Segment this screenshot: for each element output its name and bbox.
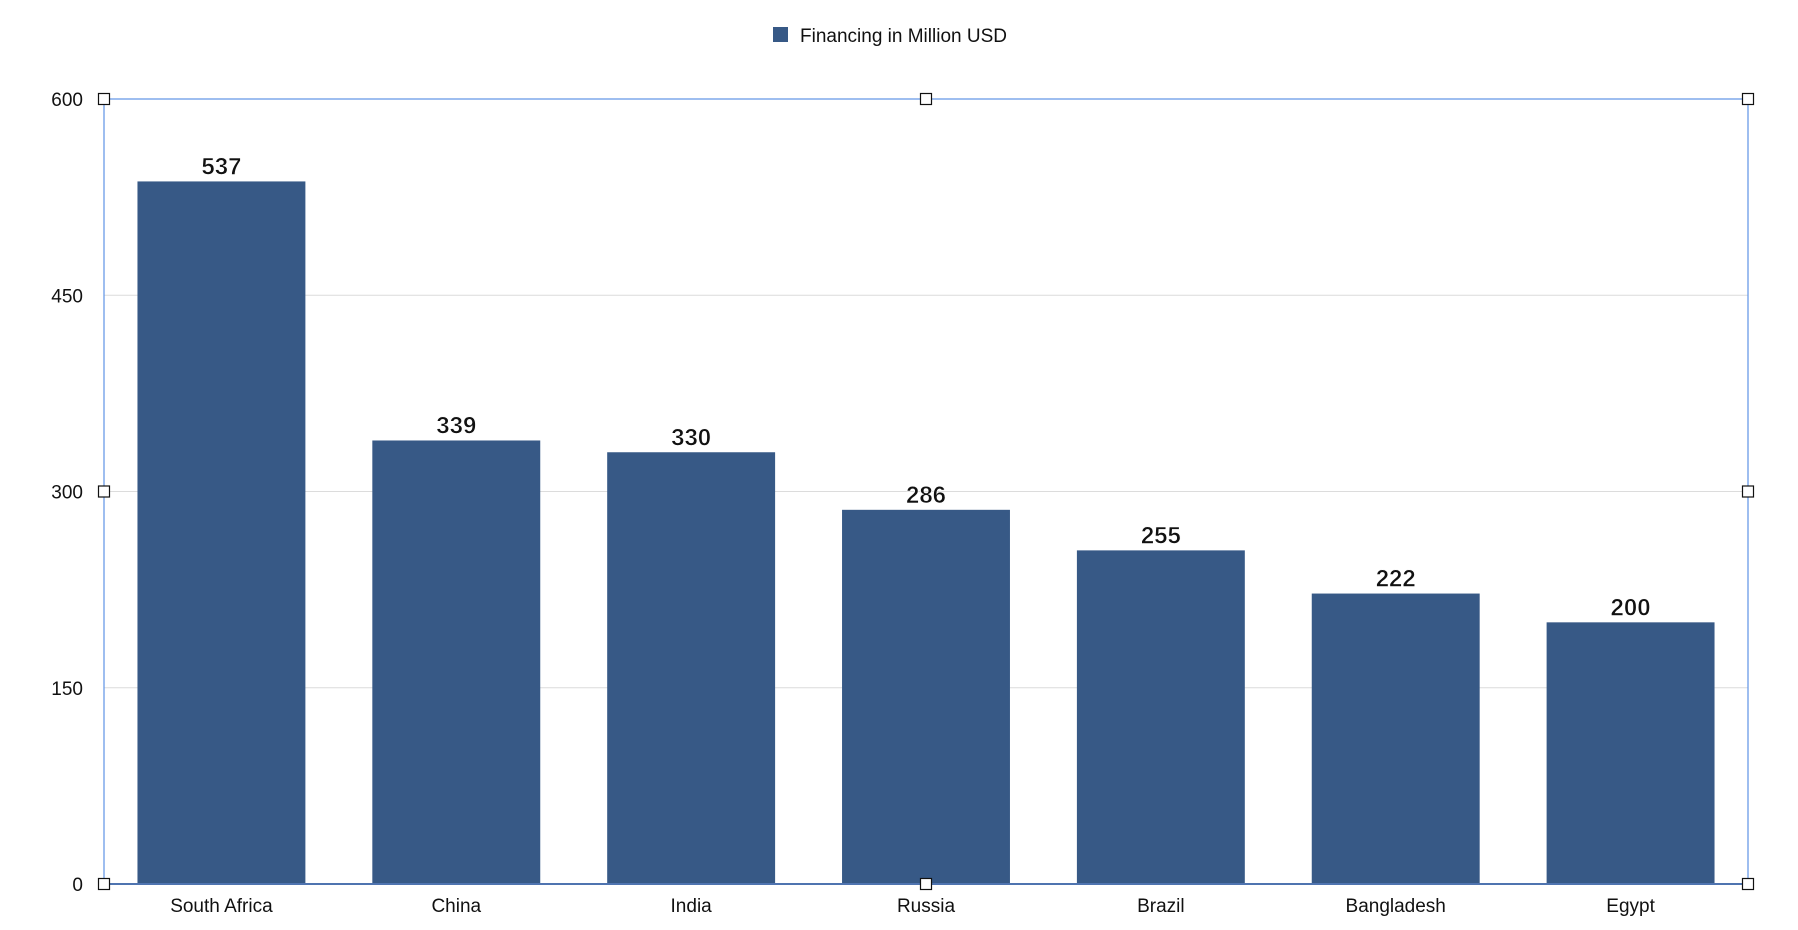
y-tick-label: 150 <box>51 679 83 700</box>
legend: Financing in Million USD <box>773 26 1007 47</box>
resize-handle[interactable] <box>97 877 111 891</box>
y-axis: 0 150 300 450 600 <box>51 90 83 896</box>
data-label: 330 <box>671 424 711 451</box>
data-label: 222 <box>1376 566 1416 593</box>
resize-handle[interactable] <box>1741 877 1755 891</box>
x-tick-label: Bangladesh <box>1346 896 1446 917</box>
x-tick-label: India <box>671 896 713 917</box>
bar <box>1076 550 1245 884</box>
y-tick-label: 300 <box>51 483 83 504</box>
x-tick-label: Egypt <box>1606 896 1655 917</box>
data-label: 286 <box>906 482 946 509</box>
bar <box>372 440 541 884</box>
resize-handle[interactable] <box>97 92 111 106</box>
resize-handle[interactable] <box>1741 485 1755 498</box>
data-label: 339 <box>436 412 476 439</box>
legend-label: Financing in Million USD <box>800 26 1007 47</box>
y-tick-label: 450 <box>51 286 83 307</box>
chart-selection-frame[interactable] <box>97 92 1755 891</box>
resize-handle[interactable] <box>1741 92 1755 106</box>
x-tick-label: China <box>431 896 481 917</box>
bar <box>1546 622 1715 884</box>
y-tick-label: 0 <box>72 875 83 896</box>
bar <box>607 452 776 884</box>
resize-handle[interactable] <box>919 92 933 106</box>
y-tick-label: 600 <box>51 90 83 111</box>
x-tick-label: Russia <box>897 896 956 917</box>
data-label: 200 <box>1611 594 1651 621</box>
bar <box>842 509 1010 884</box>
resize-handle[interactable] <box>97 485 111 498</box>
data-label: 255 <box>1141 522 1181 549</box>
bar <box>137 181 306 885</box>
resize-handle[interactable] <box>919 877 933 891</box>
bars: 537 339 330 286 255 222 200 <box>137 153 1715 885</box>
bar <box>1311 593 1480 884</box>
legend-swatch <box>773 27 788 42</box>
data-label: 537 <box>201 153 241 180</box>
x-tick-label: South Africa <box>170 896 273 917</box>
x-tick-label: Brazil <box>1137 896 1185 917</box>
